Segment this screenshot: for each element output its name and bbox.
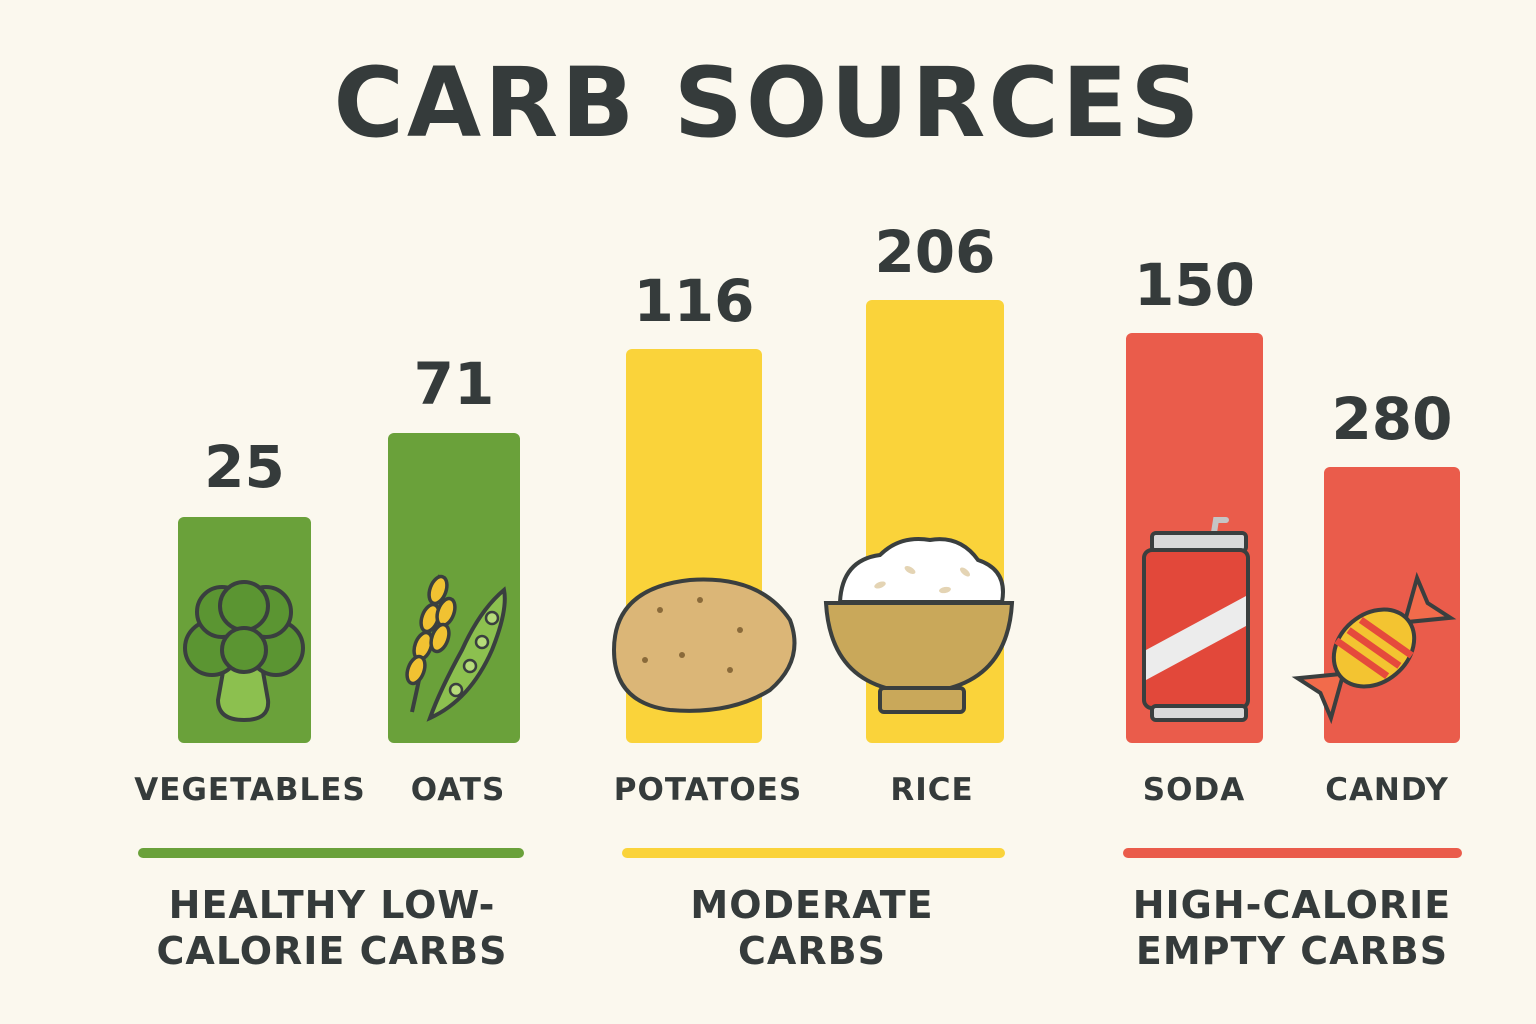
category-label-oats: OATS — [410, 772, 506, 808]
group-label-healthy-line2: CALORIE CARBS — [156, 929, 508, 973]
candy-icon — [1291, 571, 1457, 725]
group-label-healthy: HEALTHY LOW- CALORIE CARBS — [122, 882, 542, 974]
potato-icon — [611, 577, 797, 713]
group-label-high-calorie: HIGH-CALORIE EMPTY CARBS — [1082, 882, 1502, 974]
group-label-moderate-line2: CARBS — [738, 929, 886, 973]
group-label-healthy-line1: HEALTHY LOW- — [168, 883, 496, 927]
value-label-oats: 71 — [414, 350, 495, 418]
value-label-candy: 280 — [1331, 385, 1452, 453]
value-label-soda: 150 — [1134, 251, 1255, 319]
soda-can-icon — [1142, 517, 1250, 722]
group-label-high-calorie-line1: HIGH-CALORIE — [1132, 883, 1452, 927]
chart-title: CARB SOURCES — [333, 47, 1203, 159]
broccoli-icon — [183, 580, 305, 723]
category-label-candy: CANDY — [1325, 772, 1449, 808]
category-label-vegetables: VEGETABLES — [134, 772, 366, 808]
wheat-pea-icon — [405, 574, 507, 722]
bar-candy — [1324, 467, 1460, 743]
group-label-moderate: MODERATE CARBS — [602, 882, 1022, 974]
group-label-moderate-line1: MODERATE — [690, 883, 934, 927]
category-label-rice: RICE — [890, 772, 974, 808]
rice-bowl-icon — [823, 537, 1015, 714]
value-label-potatoes: 116 — [633, 267, 754, 335]
category-label-potatoes: POTATOES — [613, 772, 803, 808]
value-label-vegetables: 25 — [204, 433, 285, 501]
category-label-soda: SODA — [1142, 772, 1246, 808]
group-label-high-calorie-line2: EMPTY CARBS — [1135, 929, 1449, 973]
value-label-rice: 206 — [874, 218, 995, 286]
